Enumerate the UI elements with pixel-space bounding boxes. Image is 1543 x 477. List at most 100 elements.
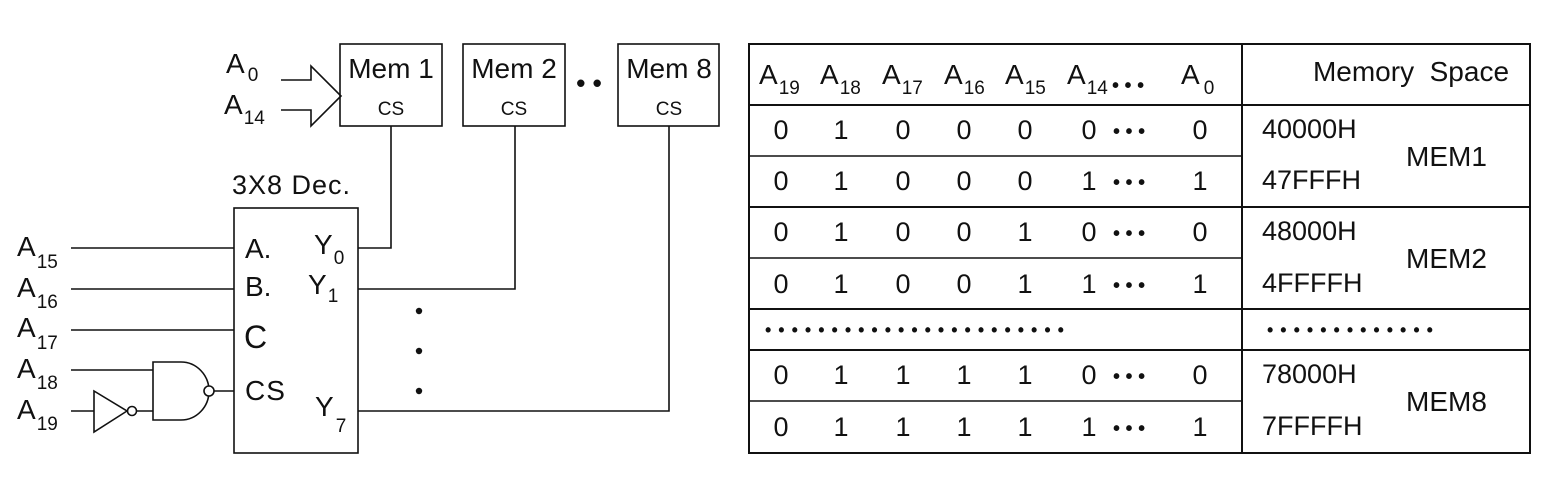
bit-cell: 1 [833,412,848,442]
bit-cell: 1 [895,412,910,442]
table-row: 0 1 0 0 1 0 0 • • • 48000H [773,216,1356,247]
bit-cell: 1 [833,115,848,145]
bit-cell: 1 [1017,217,1032,247]
decoder-title: 3X8 Dec. [232,170,351,200]
bit-cell: 1 [895,360,910,390]
bit-cell: 0 [773,115,788,145]
table-row: 0 1 0 0 0 1 1 • • • 47FFFH [773,165,1361,196]
bit-cell: 0 [1192,360,1207,390]
memory-block-label: Mem 8 [626,53,712,84]
ellipsis-row-space: • • • • • • • • • • • • • [1267,320,1434,340]
bit-cell: 0 [1192,115,1207,145]
bit-cell: 1 [1192,269,1207,299]
bit-cell: 1 [1192,166,1207,196]
bit-cell: 0 [1017,115,1032,145]
column-header: A15 [1005,59,1046,99]
decoder-output-y1: Y1 [308,269,338,307]
wire-y7-to-mem8 [358,126,670,412]
bit-cell: 0 [895,166,910,196]
between-blocks-dots: • • [576,68,601,98]
decoder-body [233,207,359,454]
column-header: A19 [759,59,800,99]
bit-cell: 0 [773,269,788,299]
decoder-output-y7: Y7 [315,391,346,437]
input-label-a19: A19 [17,394,58,435]
address-cell: 48000H [1262,216,1357,246]
bit-cell: 1 [833,166,848,196]
chip-select-label: CS [501,99,527,120]
table-row: 0 1 1 1 1 0 0 • • • 78000H [773,359,1356,390]
wire-y1-to-mem2 [358,126,516,290]
bit-cell: 0 [1017,166,1032,196]
input-label-a18: A18 [17,353,58,394]
address-cell: 40000H [1262,114,1357,144]
bit-cell: 0 [956,269,971,299]
memory-block-8: Mem 8 CS [617,43,720,127]
bit-cell: 0 [1081,360,1096,390]
bit-cell: 1 [1017,360,1032,390]
group-label-mem1: MEM1 [1406,141,1487,172]
column-header: A18 [820,59,861,99]
bit-cell: 0 [895,217,910,247]
bit-ellipsis: • • • [1113,366,1145,388]
bit-cell: 1 [1081,412,1096,442]
decoder-output-y0: Y0 [314,229,344,269]
bit-cell: 1 [1081,269,1096,299]
bit-cell: 0 [895,269,910,299]
input-label-a17: A17 [17,312,58,354]
decoder-input-b: B. [245,271,271,302]
table-row: 0 1 0 0 0 0 0 • • • 40000H [773,114,1356,145]
wire-y0-to-mem1 [358,126,392,249]
bit-ellipsis: • • • [1113,223,1145,245]
table-row: 0 1 1 1 1 1 1 • • • 7FFFFH [773,411,1362,442]
not-gate-icon [93,389,138,434]
decoder-chip-select: CS [245,375,286,406]
bit-cell: 1 [1192,412,1207,442]
decoder-input-a: A. [245,233,271,264]
bit-cell: 0 [1192,217,1207,247]
bit-cell: 0 [773,166,788,196]
bit-cell: 0 [956,217,971,247]
bit-ellipsis: • • • [1113,275,1145,297]
bit-cell: 0 [773,360,788,390]
bit-cell: 0 [773,412,788,442]
bit-cell: 1 [1017,269,1032,299]
address-cell: 47FFFH [1262,165,1361,195]
memory-block-label: Mem 2 [471,53,557,84]
table-row: 0 1 0 0 1 1 1 • • • 4FFFFH [773,268,1362,299]
bit-cell: 0 [895,115,910,145]
memory-block-2: Mem 2 CS [462,43,566,127]
address-cell: 7FFFFH [1262,411,1363,441]
address-cell: 4FFFFH [1262,268,1363,298]
bit-cell: 1 [833,360,848,390]
column-header: A16 [944,59,985,99]
group-label-mem2: MEM2 [1406,243,1487,274]
column-header-dots: • • • [1112,75,1144,97]
ellipsis-row-bits: • • • • • • • • • • • • • • • • • • • • … [765,320,1065,340]
bit-cell: 0 [956,115,971,145]
bit-cell: 1 [833,217,848,247]
memory-space-header: Memory Space [1313,56,1509,87]
address-bus-to-label: A14 [224,89,265,129]
bit-cell: 1 [1017,412,1032,442]
bit-cell: 1 [1081,166,1096,196]
bit-cell: 1 [956,412,971,442]
group-label-mem8: MEM8 [1406,386,1487,417]
column-header: A17 [882,59,923,99]
bit-cell: 0 [1081,217,1096,247]
bit-ellipsis: • • • [1113,418,1145,440]
memory-block-1: Mem 1 CS [339,43,443,127]
decoder-3x8: 3X8 Dec. A. B. C CS Y0 Y1 Y7 [232,170,359,454]
bit-ellipsis: • • • [1113,172,1145,194]
bit-cell: 0 [956,166,971,196]
bus-arrow-icon [281,64,343,128]
bit-cell: 1 [833,269,848,299]
nand-gate-icon [152,361,215,421]
bit-cell: 0 [773,217,788,247]
